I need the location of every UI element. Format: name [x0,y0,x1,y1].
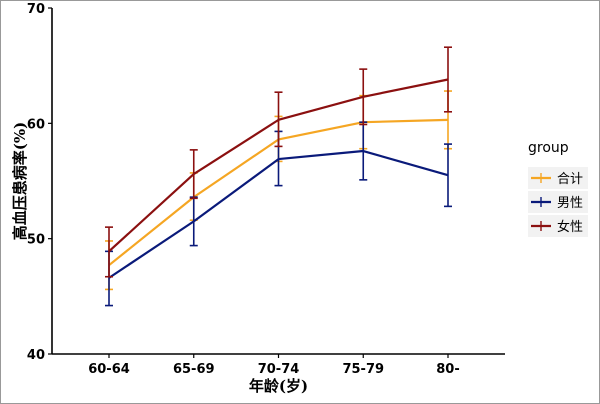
series-女性 [105,46,452,278]
series-line [108,78,449,253]
legend-label-bg [554,167,588,189]
legend-item: 女性 [528,215,588,237]
y-tick-label: 60 [27,117,45,132]
series-男性 [105,121,452,307]
x-tick-label: 60-64 [88,362,130,377]
y-axis-title: 高血压患病率(%) [11,122,29,240]
legend-label: 女性 [557,219,583,235]
x-axis-title: 年龄(岁) [249,377,308,395]
legend-title: group [528,140,569,156]
x-tick-label: 80- [436,362,460,377]
legend-label-bg [554,191,588,213]
y-tick-label: 70 [27,2,45,17]
x-tick-label: 70-74 [258,362,300,377]
legend-label: 合计 [557,172,583,187]
x-tick-label: 65-69 [173,362,215,377]
y-tick-label: 50 [27,233,45,248]
legend-item: 男性 [528,191,588,213]
x-tick-label: 75-79 [342,362,384,377]
legend-item: 合计 [528,167,588,189]
legend-label: 男性 [557,196,583,211]
series-layer [105,46,452,307]
y-tick-label: 40 [27,348,45,363]
series-line [108,149,449,279]
legend-label-bg [554,215,588,237]
ticks-layer: 40 50 60 70 60-64 65-69 70-74 75-79 80- [27,2,460,377]
